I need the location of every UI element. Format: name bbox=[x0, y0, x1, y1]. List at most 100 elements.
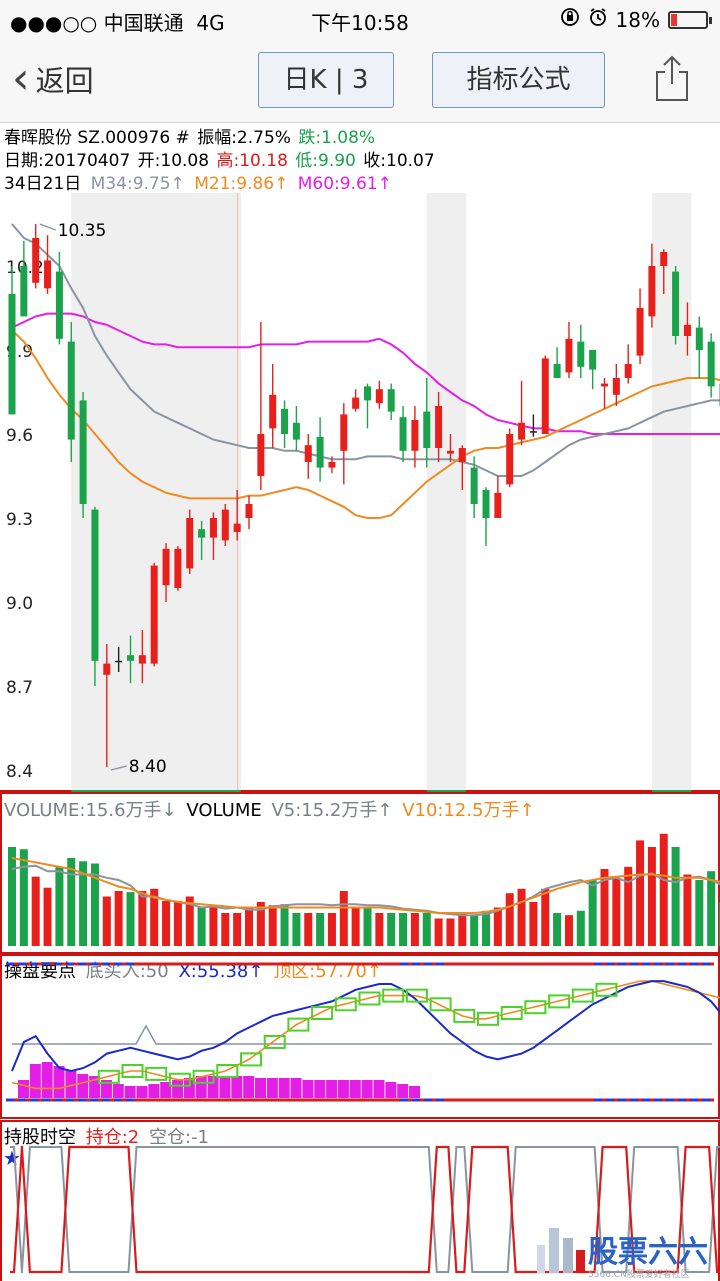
empty-position-line bbox=[10, 1146, 720, 1273]
signal-box bbox=[97, 1069, 120, 1084]
volume-bar bbox=[541, 888, 550, 946]
share-icon[interactable] bbox=[654, 54, 690, 102]
stock-name-code: 春晖股份 SZ.000976 # bbox=[4, 128, 190, 148]
candle bbox=[91, 506, 99, 686]
period-button[interactable]: 日K | 3 bbox=[258, 52, 394, 108]
indicator-histogram-bar bbox=[278, 1078, 290, 1098]
candle-body bbox=[233, 523, 241, 532]
candle bbox=[506, 428, 514, 488]
carrier-name: 中国联通 bbox=[103, 11, 184, 35]
candle bbox=[8, 266, 16, 415]
candle-body bbox=[672, 271, 680, 336]
status-bar: ●●●○○ 中国联通 4G 下午10:58 18% bbox=[0, 0, 720, 40]
candle-body bbox=[115, 660, 123, 663]
volume-bar bbox=[233, 913, 242, 946]
ma21-legend: M21:9.86↑ bbox=[194, 174, 288, 194]
candle bbox=[209, 512, 217, 560]
holding-position-line bbox=[10, 1145, 720, 1274]
candle-body bbox=[8, 294, 16, 415]
candle-body bbox=[328, 462, 336, 468]
indicator-histogram-bar bbox=[326, 1080, 338, 1098]
candle bbox=[435, 392, 443, 462]
candle bbox=[79, 392, 87, 518]
candle-body bbox=[601, 383, 608, 387]
volume-bar bbox=[351, 907, 360, 946]
candle-body bbox=[245, 504, 253, 518]
candle bbox=[636, 288, 644, 364]
volume-bar bbox=[316, 913, 325, 946]
candle bbox=[340, 403, 348, 485]
candle-body bbox=[91, 509, 99, 661]
candle bbox=[55, 252, 63, 345]
panel-separator bbox=[0, 790, 720, 793]
volume-bar bbox=[327, 913, 336, 946]
candle-body bbox=[304, 445, 312, 462]
indicator-histogram-bar bbox=[207, 1076, 219, 1098]
candle-body bbox=[529, 431, 537, 433]
candle-body bbox=[340, 414, 348, 451]
hold-value: 持仓:2 bbox=[86, 1127, 140, 1148]
candle bbox=[257, 322, 265, 490]
battery-icon bbox=[668, 10, 712, 29]
candle-body bbox=[695, 327, 703, 350]
ma60-legend: M60:9.61↑ bbox=[298, 174, 392, 194]
high-value: 高:10.18 bbox=[216, 151, 287, 171]
indicator-name: 操盘要点 bbox=[4, 961, 76, 982]
price-tick-label: 8.7 bbox=[6, 678, 33, 698]
candle bbox=[198, 520, 206, 560]
candle bbox=[399, 406, 407, 462]
candle bbox=[316, 417, 324, 482]
candle-body bbox=[660, 252, 668, 266]
indicator-histogram-bar bbox=[124, 1086, 136, 1098]
volume-bar bbox=[90, 863, 99, 946]
volume-bar bbox=[114, 891, 123, 946]
shaded-band bbox=[71, 193, 241, 791]
indicator-panel bbox=[0, 954, 720, 1119]
candle-body bbox=[79, 400, 87, 504]
candle-body bbox=[494, 492, 502, 518]
candle bbox=[127, 635, 134, 684]
candle-body bbox=[209, 518, 217, 538]
volume-bar bbox=[399, 913, 408, 946]
signal-box bbox=[168, 1072, 191, 1087]
volume-bar bbox=[55, 866, 64, 946]
signal-strip bbox=[71, 790, 241, 793]
volume-bar bbox=[8, 847, 16, 946]
indicator-histogram-bar bbox=[29, 1064, 41, 1098]
shaded-band bbox=[426, 193, 467, 791]
candle bbox=[269, 364, 277, 448]
candle-body bbox=[707, 341, 715, 387]
indicator-histogram-bar bbox=[243, 1076, 255, 1098]
back-button[interactable]: ‹ 返回 bbox=[12, 57, 94, 101]
volume-bar bbox=[221, 913, 230, 946]
volume-bar bbox=[422, 913, 431, 946]
candle-body bbox=[577, 341, 585, 367]
clock: 下午10:58 bbox=[311, 11, 409, 35]
signal-strip bbox=[651, 790, 692, 793]
ma-prefix: 34日21日 bbox=[4, 174, 81, 194]
candle bbox=[601, 378, 608, 409]
candle-body bbox=[103, 663, 111, 675]
indicator-histogram-bar bbox=[302, 1080, 314, 1098]
candle-body bbox=[648, 266, 656, 317]
stock-chart-area[interactable]: 春晖股份 SZ.000976 # 振幅:2.75% 跌:1.08% 日期:201… bbox=[0, 123, 720, 1281]
candle bbox=[683, 302, 691, 356]
alarm-icon bbox=[588, 7, 608, 32]
volume-bar bbox=[659, 833, 668, 946]
candle-body bbox=[138, 655, 146, 664]
stock-info-line: 春晖股份 SZ.000976 # 振幅:2.75% 跌:1.08% bbox=[4, 128, 375, 148]
ma21-line bbox=[11, 329, 720, 519]
holding-panel bbox=[0, 1120, 720, 1281]
candle bbox=[518, 380, 526, 446]
volume-bar bbox=[410, 913, 419, 946]
change-value: 跌:1.08% bbox=[298, 128, 375, 148]
volume-bar bbox=[505, 893, 514, 946]
network-type: 4G bbox=[196, 11, 225, 35]
candle-body bbox=[411, 420, 419, 451]
candle bbox=[245, 495, 253, 530]
candle bbox=[281, 400, 289, 448]
candle-body bbox=[186, 518, 194, 569]
candle-body bbox=[636, 308, 644, 356]
indicator-formula-button[interactable]: 指标公式 bbox=[432, 52, 605, 108]
signal-box bbox=[477, 1011, 499, 1026]
